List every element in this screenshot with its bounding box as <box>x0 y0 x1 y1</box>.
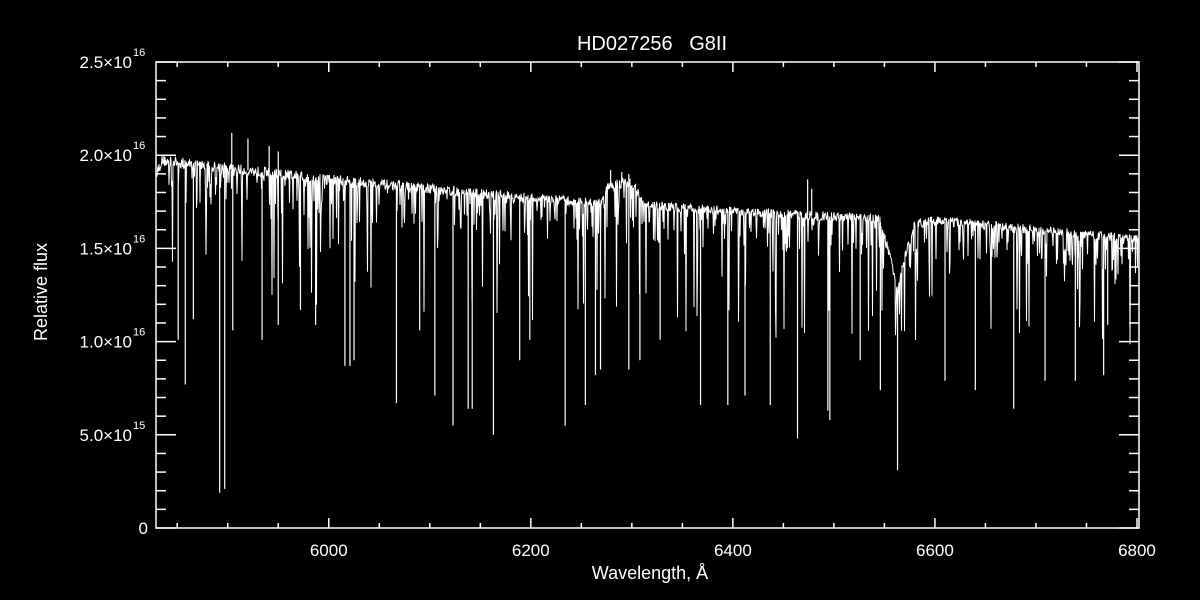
y-tick-label: 0 <box>139 519 148 538</box>
x-tick-label: 6800 <box>1118 541 1156 560</box>
y-tick-label: 1.5×10 <box>80 239 132 258</box>
y-tick-label: 5.0×10 <box>80 426 132 445</box>
y-tick-exponent: 16 <box>133 233 145 245</box>
x-axis-label: Wavelength, Å <box>592 563 708 583</box>
x-tick-label: 6200 <box>512 541 550 560</box>
y-tick-exponent: 16 <box>133 140 145 152</box>
y-tick-label: 2.5×10 <box>80 53 132 72</box>
y-tick-exponent: 16 <box>133 47 145 59</box>
y-axis-label: Relative flux <box>31 243 51 341</box>
axes-frame <box>155 61 1140 529</box>
x-tick-label: 6400 <box>714 541 752 560</box>
x-tick-label: 6600 <box>916 541 954 560</box>
y-tick-exponent: 16 <box>133 327 145 339</box>
chart-title: HD027256 G8II <box>577 33 727 55</box>
x-tick-label: 6000 <box>310 541 348 560</box>
y-tick-label: 1.0×10 <box>80 333 132 352</box>
y-tick-exponent: 15 <box>133 420 145 432</box>
spectrum-line <box>155 156 1140 345</box>
y-tick-label: 2.0×10 <box>80 146 132 165</box>
plot-area <box>155 132 1140 493</box>
